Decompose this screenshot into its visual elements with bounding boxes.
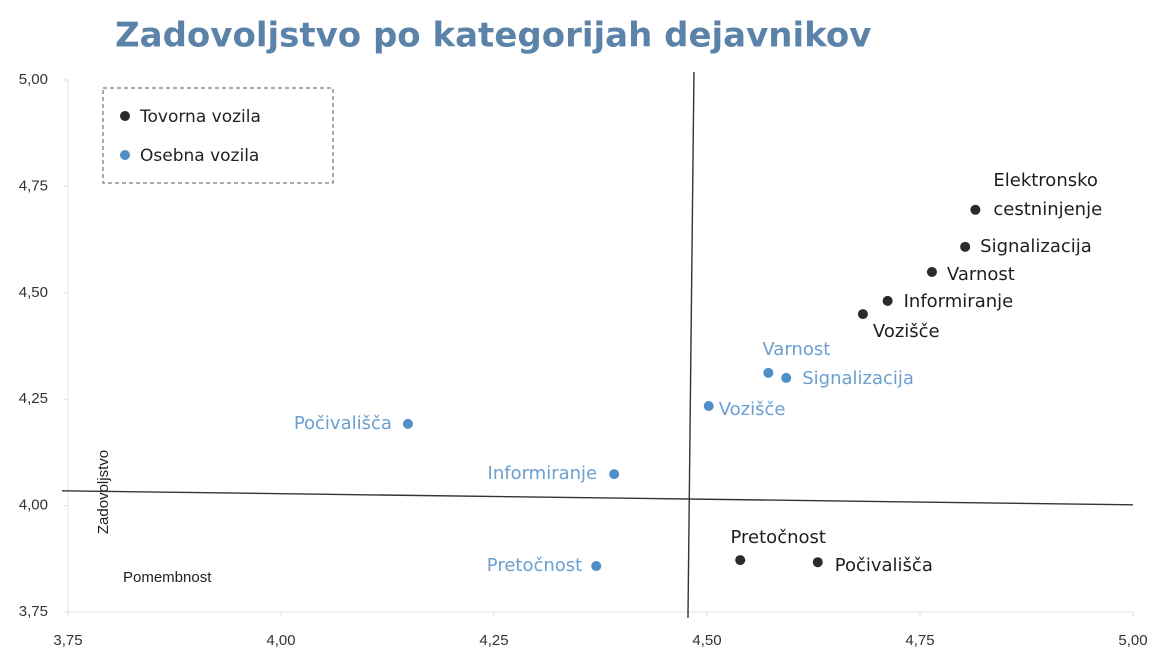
x-tick-label: 4,00: [266, 632, 295, 649]
y-tick-label: 4,50: [19, 284, 48, 301]
point: [960, 241, 971, 252]
point: [402, 418, 413, 429]
point-label: Varnost: [762, 339, 830, 360]
point: [926, 266, 937, 277]
point-label: Elektronsko: [993, 170, 1098, 191]
point: [781, 372, 792, 383]
point: [970, 204, 981, 215]
point: [703, 401, 714, 412]
x-tick-label: 4,25: [479, 632, 508, 649]
reference-line-y: [61, 490, 1134, 506]
point-label: Vozišče: [873, 321, 940, 342]
point: [857, 309, 868, 320]
point-label: Pretočnost: [731, 527, 826, 548]
x-tick-label: 4,50: [692, 632, 721, 649]
point: [609, 469, 620, 480]
point: [763, 367, 774, 378]
point-label: Signalizacija: [802, 368, 914, 389]
point-label: Signalizacija: [980, 236, 1092, 257]
y-tick-label: 4,00: [19, 497, 48, 514]
legend-label: Osebna vozila: [140, 146, 259, 166]
point-label: Varnost: [947, 264, 1015, 285]
chart-title: Zadovoljstvo po kategorijah dejavnikov: [115, 16, 871, 56]
point-label: Pretočnost: [487, 555, 582, 576]
legend-label: Tovorna vozila: [139, 107, 261, 127]
point-label: Počivališča: [835, 555, 933, 576]
point: [591, 561, 602, 572]
x-tick-label: 3,75: [53, 632, 82, 649]
x-tick-label: 4,75: [905, 632, 934, 649]
point-label: Informiranje: [904, 291, 1014, 312]
point-label: Informiranje: [488, 463, 598, 484]
x-tick-label: 5,00: [1118, 632, 1147, 649]
point: [735, 555, 746, 566]
y-tick-label: 5,00: [19, 71, 48, 88]
point-label: Vozišče: [719, 399, 786, 420]
legend-marker: [120, 150, 130, 160]
point: [812, 557, 823, 568]
y-tick-label: 4,25: [19, 390, 48, 407]
point-label: Počivališča: [294, 413, 392, 434]
x-axis-label: Pomembnost: [123, 569, 212, 586]
point-label: cestninjenje: [993, 199, 1102, 220]
legend-box: [102, 87, 334, 184]
reference-line-x: [687, 71, 695, 619]
y-tick-label: 4,75: [19, 177, 48, 194]
point: [882, 295, 893, 306]
legend-marker: [120, 111, 130, 121]
y-tick-label: 3,75: [19, 603, 48, 620]
